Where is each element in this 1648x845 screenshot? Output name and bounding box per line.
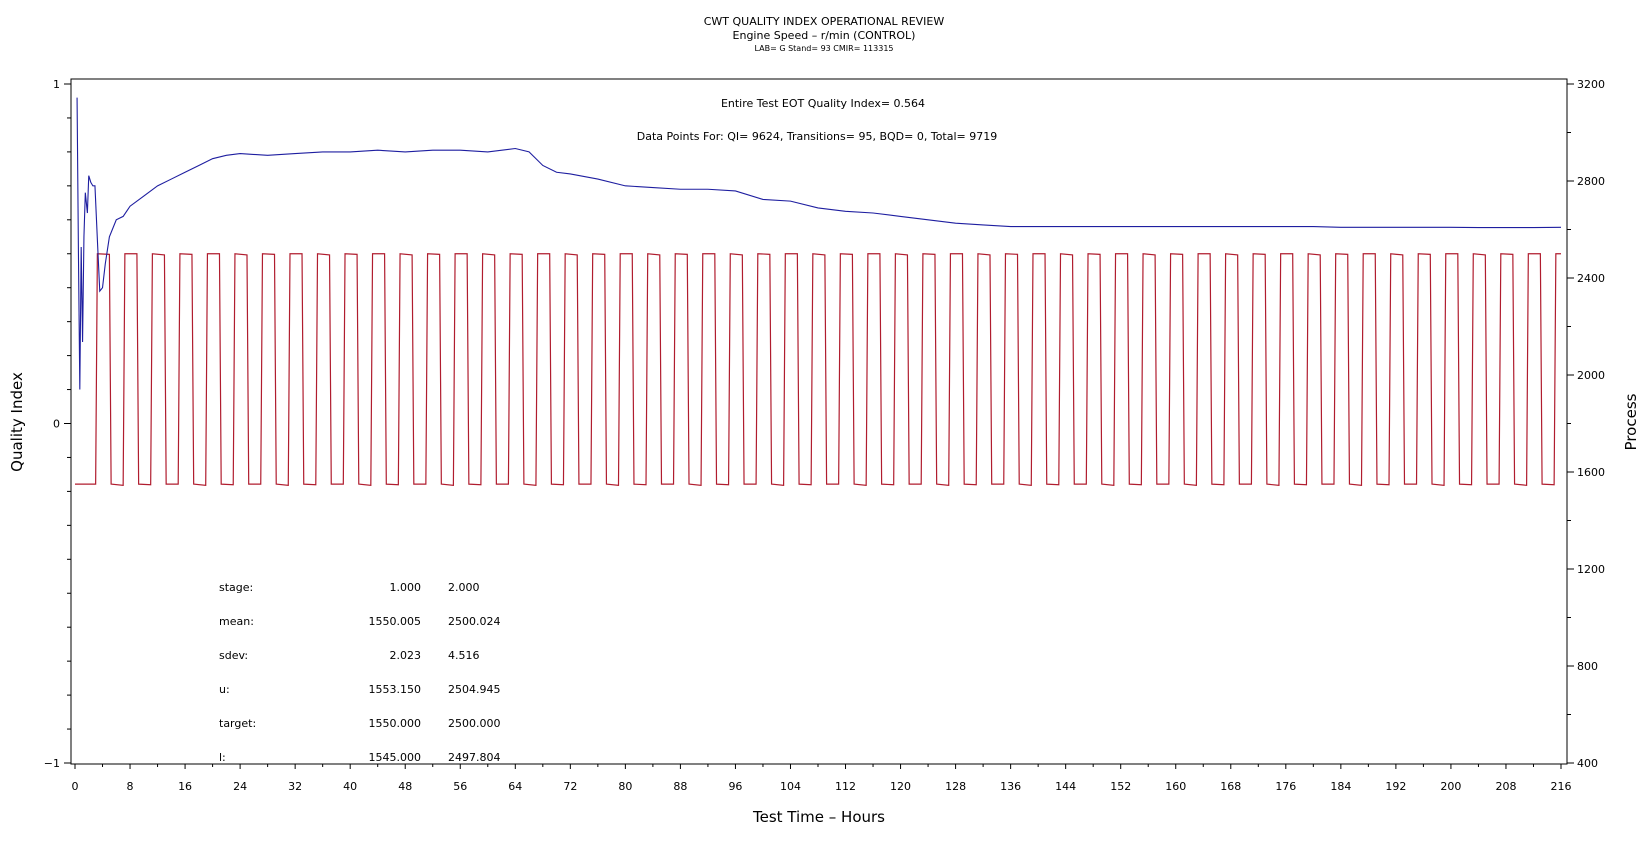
chart-subtitle: Engine Speed – r/min (CONTROL) — [733, 29, 916, 42]
x-tick-label: 200 — [1440, 780, 1461, 793]
chart-title: CWT QUALITY INDEX OPERATIONAL REVIEW — [704, 15, 945, 28]
stats-col2-value: 2.000 — [448, 581, 480, 594]
x-tick-label: 96 — [728, 780, 742, 793]
x-axis-label: Test Time – Hours — [752, 808, 885, 826]
x-tick-label: 104 — [780, 780, 801, 793]
x-tick-label: 168 — [1220, 780, 1241, 793]
left-axis-ticks: 1 0 −1 — [44, 78, 71, 770]
left-axis-label: Quality Index — [8, 372, 26, 472]
stats-col1-value: 1550.005 — [369, 615, 422, 628]
x-tick-label: 144 — [1055, 780, 1076, 793]
x-tick-label: 32 — [288, 780, 302, 793]
right-tick-label: 800 — [1577, 660, 1598, 673]
right-tick-label: 3200 — [1577, 78, 1605, 91]
stats-col2-value: 2500.000 — [448, 717, 501, 730]
x-tick-label: 80 — [618, 780, 632, 793]
x-tick-label: 120 — [890, 780, 911, 793]
stats-row-label: l: — [219, 751, 226, 764]
chart-subtitle-2: LAB= G Stand= 93 CMIR= 113315 — [754, 44, 893, 53]
x-tick-label: 184 — [1330, 780, 1351, 793]
stats-col2-value: 2500.024 — [448, 615, 501, 628]
stats-col1-value: 1.000 — [390, 581, 422, 594]
series-layer — [75, 97, 1562, 486]
plot-frame — [70, 78, 1568, 765]
stats-row-label: u: — [219, 683, 230, 696]
right-tick-label: 2800 — [1577, 175, 1605, 188]
x-tick-label: 48 — [398, 780, 412, 793]
x-tick-label: 216 — [1551, 780, 1572, 793]
stats-col1-value: 2.023 — [390, 649, 422, 662]
stats-col1-value: 1545.000 — [369, 751, 422, 764]
stats-row-label: sdev: — [219, 649, 248, 662]
left-tick-label: 1 — [53, 78, 60, 91]
x-tick-label: 160 — [1165, 780, 1186, 793]
x-tick-label: 8 — [127, 780, 134, 793]
right-tick-label: 2000 — [1577, 369, 1605, 382]
right-tick-label: 1200 — [1577, 563, 1605, 576]
x-tick-label: 128 — [945, 780, 966, 793]
quality-index-annotation: Entire Test EOT Quality Index= 0.564 — [721, 97, 925, 110]
stats-col2-value: 2504.945 — [448, 683, 501, 696]
stats-row-label: mean: — [219, 615, 254, 628]
process-series-line — [75, 253, 1561, 486]
stats-col1-value: 1550.000 — [369, 717, 422, 730]
data-points-annotation: Data Points For: QI= 9624, Transitions= … — [637, 130, 998, 143]
x-tick-label: 112 — [835, 780, 856, 793]
right-axis-label: Process — [1622, 393, 1640, 450]
stats-col2-value: 4.516 — [448, 649, 480, 662]
x-tick-label: 192 — [1385, 780, 1406, 793]
stats-table: stage: 1.000 2.000 mean: 1550.005 2500.024 sde… — [219, 581, 501, 764]
x-axis-ticks: 0 8 16 24 32 40 48 56 64 72 80 88 96 104 112 120 128 136 1… — [72, 764, 1572, 793]
x-tick-label: 40 — [343, 780, 357, 793]
stats-col1-value: 1553.150 — [369, 683, 422, 696]
x-tick-label: 176 — [1275, 780, 1296, 793]
left-tick-label: −1 — [44, 757, 60, 770]
x-tick-label: 24 — [233, 780, 247, 793]
quality-index-series-line — [76, 97, 1562, 390]
x-tick-label: 16 — [178, 780, 192, 793]
x-tick-label: 56 — [453, 780, 467, 793]
left-tick-label: 0 — [53, 418, 60, 431]
right-tick-label: 2400 — [1577, 272, 1605, 285]
x-tick-label: 88 — [673, 780, 687, 793]
x-tick-label: 0 — [72, 780, 79, 793]
x-tick-label: 136 — [1000, 780, 1021, 793]
right-tick-label: 1600 — [1577, 466, 1605, 479]
x-tick-label: 64 — [508, 780, 522, 793]
right-axis-ticks: 3200 2800 2400 2000 1600 1200 800 400 — [1567, 78, 1605, 770]
x-tick-label: 208 — [1495, 780, 1516, 793]
stats-row-label: stage: — [219, 581, 253, 594]
stats-row-label: target: — [219, 717, 256, 730]
stats-col2-value: 2497.804 — [448, 751, 501, 764]
x-tick-label: 152 — [1110, 780, 1131, 793]
right-tick-label: 400 — [1577, 757, 1598, 770]
x-tick-label: 72 — [563, 780, 577, 793]
